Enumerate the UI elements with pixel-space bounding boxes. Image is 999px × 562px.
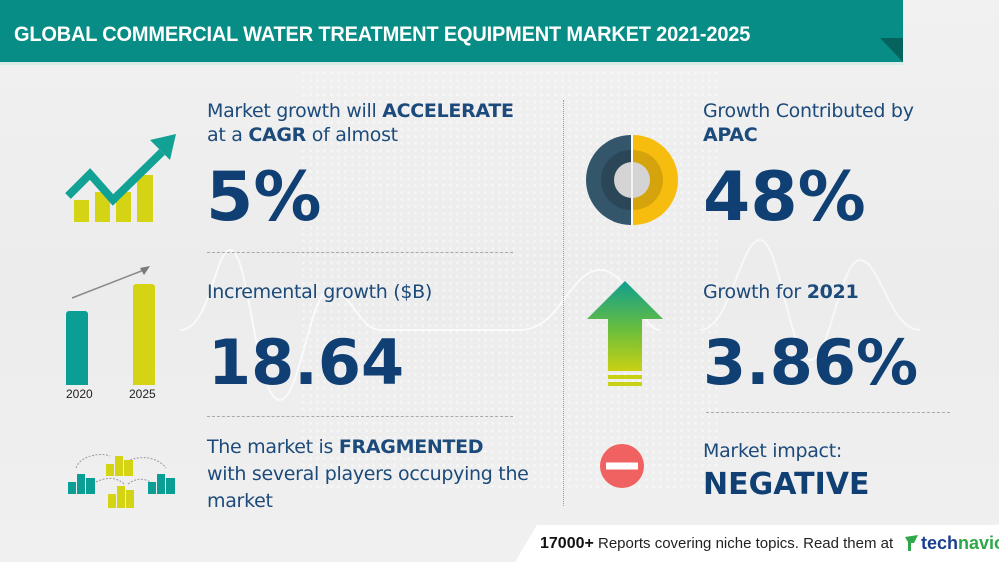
fragmented-label-line1: The market is FRAGMENTED [207,436,484,458]
donut-chart-icon [586,135,678,225]
footer-band [515,525,999,562]
divider-3 [706,412,950,413]
cagr-label-line2: at a CAGR of almost [207,124,398,146]
incremental-label: Incremental growth ($B) [207,281,433,303]
region-label-line1: Growth Contributed by [703,100,914,122]
region-value: 48% [703,158,866,237]
technavio-logo[interactable]: technavio [905,532,999,554]
banner-underline [0,62,903,65]
trend-arrow-icon [71,266,150,299]
impact-label: Market impact: [703,440,842,462]
cagr-value: 5% [206,158,322,237]
bar-label-2025: 2025 [129,387,156,401]
bar-2020 [66,311,88,385]
impact-value: NEGATIVE [703,467,870,502]
divider-1 [207,252,513,253]
footer-text: 17000+ Reports covering niche topics. Re… [540,535,894,552]
region-name: APAC [703,124,758,146]
minus-circle-icon [600,444,644,488]
divider-2 [207,416,513,417]
vertical-divider [563,100,564,506]
fragmented-label-line2: with several players occupying the [207,463,529,485]
report-count: 17000+ [540,535,594,552]
yoy-label: Growth for 2021 [703,281,859,303]
cagr-label-line1: Market growth will ACCELERATE [207,100,514,122]
buildings-network-icon [68,454,175,508]
yoy-value: 3.86% [703,326,919,399]
bar-label-2020: 2020 [66,387,93,401]
growth-chart-icon [65,134,176,222]
bar-2025 [133,284,155,385]
incremental-value: 18.64 [208,326,405,399]
page-title: GLOBAL COMMERCIAL WATER TREATMENT EQUIPM… [14,22,751,46]
up-arrow-icon [587,281,663,386]
fragmented-label-line3: market [207,490,273,512]
technavio-flag-icon [905,535,918,551]
title-banner [0,0,903,62]
banner-fold [880,38,903,62]
